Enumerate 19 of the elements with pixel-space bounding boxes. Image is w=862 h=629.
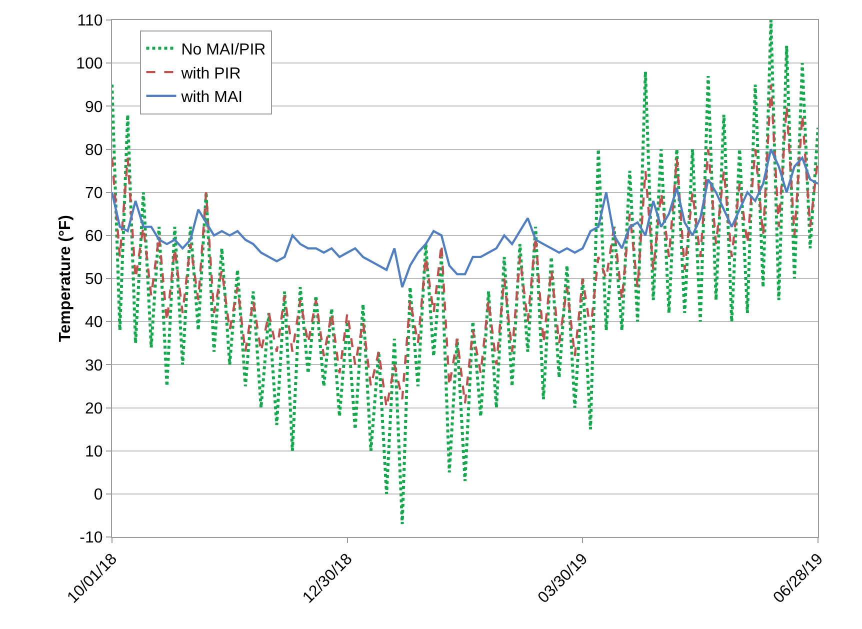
- y-tick-label: 30: [85, 357, 103, 374]
- y-tick-label: 80: [85, 142, 103, 159]
- y-tick-label: -10: [80, 530, 103, 547]
- y-tick-label: 10: [85, 443, 103, 460]
- line-series: [112, 20, 818, 526]
- y-tick-label: 100: [76, 56, 103, 73]
- line-series: [112, 148, 818, 288]
- legend-label: with MAI: [180, 89, 243, 106]
- y-tick-label: 0: [94, 486, 103, 504]
- y-tick-label: 110: [77, 12, 103, 30]
- y-tick-label: 70: [85, 184, 103, 202]
- y-tick-label: 20: [85, 400, 103, 418]
- y-tick-label: 50: [85, 271, 103, 288]
- y-tick-label: 60: [85, 228, 103, 246]
- legend-label: with PIR: [180, 65, 241, 82]
- y-axis-title: Temperature (°F): [57, 214, 74, 342]
- y-tick-label: 90: [85, 98, 103, 116]
- y-tick-label: 40: [85, 314, 103, 332]
- legend-label: No MAI/PIR: [181, 41, 266, 58]
